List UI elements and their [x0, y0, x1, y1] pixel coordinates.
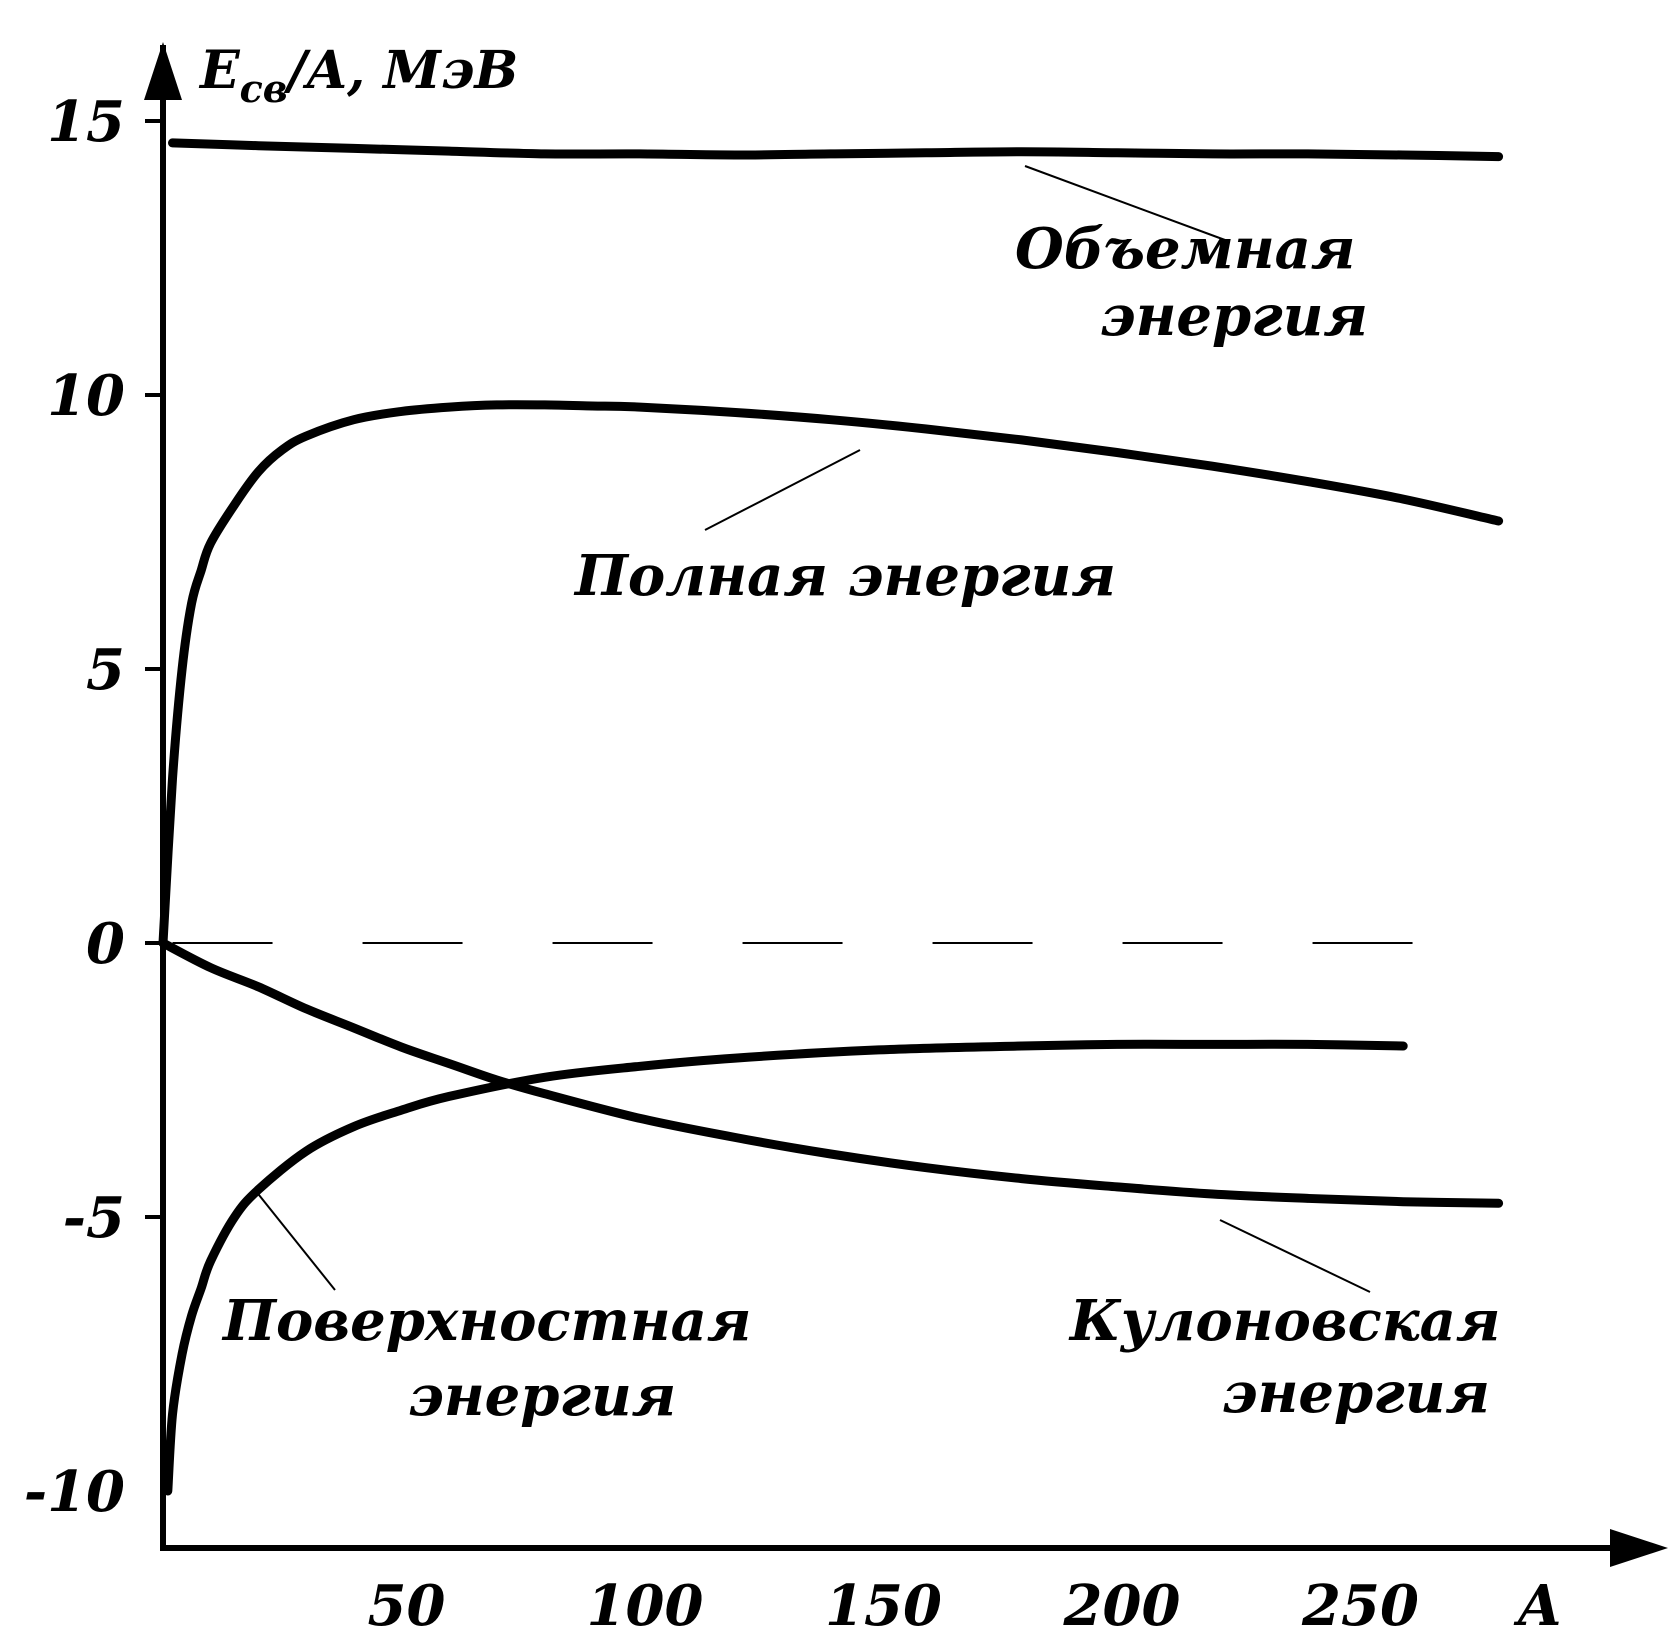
- y-axis-label: Eсв/A, МэВ: [198, 40, 518, 111]
- y-tick-label: 15: [47, 89, 125, 155]
- series-label-coulomb-energy: Кулоновская энергия: [1068, 1288, 1520, 1426]
- series-line-surface-energy: [163, 1039, 1408, 1496]
- y-ticks: 15 10 5 0 -5 -10: [24, 89, 163, 1525]
- x-axis-label: A: [1513, 1573, 1561, 1639]
- y-axis-arrow: [144, 42, 182, 100]
- series-label-total-energy: Полная энергия: [573, 543, 1116, 609]
- leader-volume-energy: [1024, 165, 1226, 241]
- leader-surface-energy: [254, 1189, 336, 1291]
- y-tick-label: -5: [63, 1185, 125, 1251]
- leader-total-energy: [704, 449, 861, 531]
- x-tick-label: 250: [1301, 1573, 1419, 1639]
- leader-coulomb-energy: [1219, 1219, 1371, 1293]
- x-tick-label: 50: [368, 1573, 446, 1639]
- series-line-coulomb-energy: [158, 938, 1504, 1208]
- x-tick-label: 150: [825, 1573, 942, 1639]
- y-tick-label: 5: [86, 637, 125, 703]
- series-line-volume-energy: [168, 138, 1504, 162]
- y-tick-label: 0: [86, 911, 125, 977]
- x-axis-arrow: [1610, 1529, 1668, 1567]
- series-label-surface-energy: Поверхностная энергия: [221, 1288, 771, 1429]
- x-tick-label: 200: [1063, 1573, 1181, 1639]
- series-label-volume-energy: Объемная энергия: [1015, 216, 1375, 349]
- y-tick-label: -10: [24, 1459, 125, 1525]
- series-line-total-energy: [158, 400, 1504, 948]
- y-tick-label: 10: [47, 363, 125, 429]
- x-ticks: 50 100 150 200 250: [368, 1573, 1419, 1639]
- x-tick-label: 100: [587, 1573, 704, 1639]
